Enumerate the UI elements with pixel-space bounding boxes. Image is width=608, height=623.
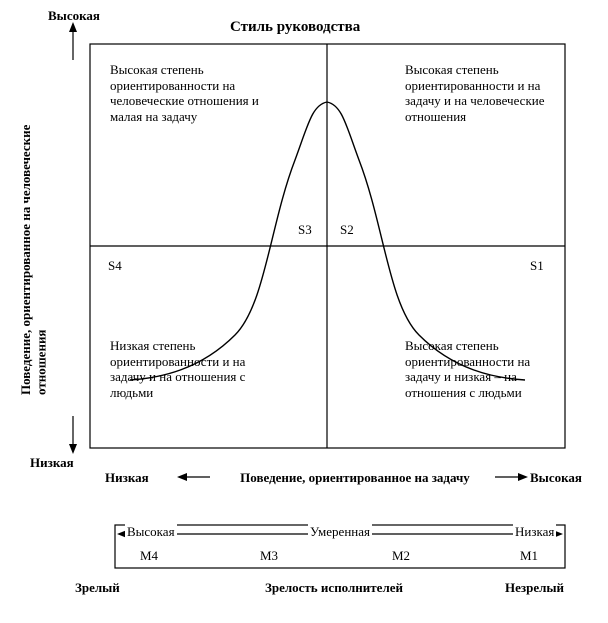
quadrant-bottom-left-text: Низкая степень ориентированности и на за… xyxy=(110,338,265,400)
s4-label: S4 xyxy=(108,258,122,274)
y-axis-label: Поведение, ориентированное на человеческ… xyxy=(18,95,49,395)
maturity-right-label: Незрелый xyxy=(505,580,564,596)
m1-label: М1 xyxy=(520,548,538,564)
chart-title: Стиль руководства xyxy=(230,18,360,36)
x-arrow-right-head xyxy=(518,473,528,481)
quadrant-top-left-text: Высокая степень ориентированности на чел… xyxy=(110,62,265,124)
situational-leadership-diagram: Стиль руководства Высокая Низкая Поведен… xyxy=(0,0,608,623)
maturity-scale-low: Низкая xyxy=(513,524,556,540)
maturity-scale-mid: Умеренная xyxy=(308,524,372,540)
m4-label: М4 xyxy=(140,548,158,564)
x-high-label: Высокая xyxy=(530,470,582,486)
y-high-label: Высокая xyxy=(48,8,100,24)
maturity-left-label: Зрелый xyxy=(75,580,120,596)
s2-label: S2 xyxy=(340,222,354,238)
y-arrow-down-head xyxy=(69,444,77,454)
x-arrow-left-head xyxy=(177,473,187,481)
s3-label: S3 xyxy=(298,222,312,238)
y-low-label: Низкая xyxy=(30,455,74,471)
quadrant-bottom-right-text: Высокая степень ориентированности на зад… xyxy=(405,338,555,400)
m3-label: М3 xyxy=(260,548,278,564)
x-axis-label: Поведение, ориентированное на задачу xyxy=(220,470,490,486)
quadrant-top-right-text: Высокая степень ориентированности и на з… xyxy=(405,62,555,124)
m2-label: М2 xyxy=(392,548,410,564)
x-low-label: Низкая xyxy=(105,470,149,486)
s1-label: S1 xyxy=(530,258,544,274)
maturity-title: Зрелость исполнителей xyxy=(265,580,403,596)
maturity-scale-high: Высокая xyxy=(125,524,177,540)
